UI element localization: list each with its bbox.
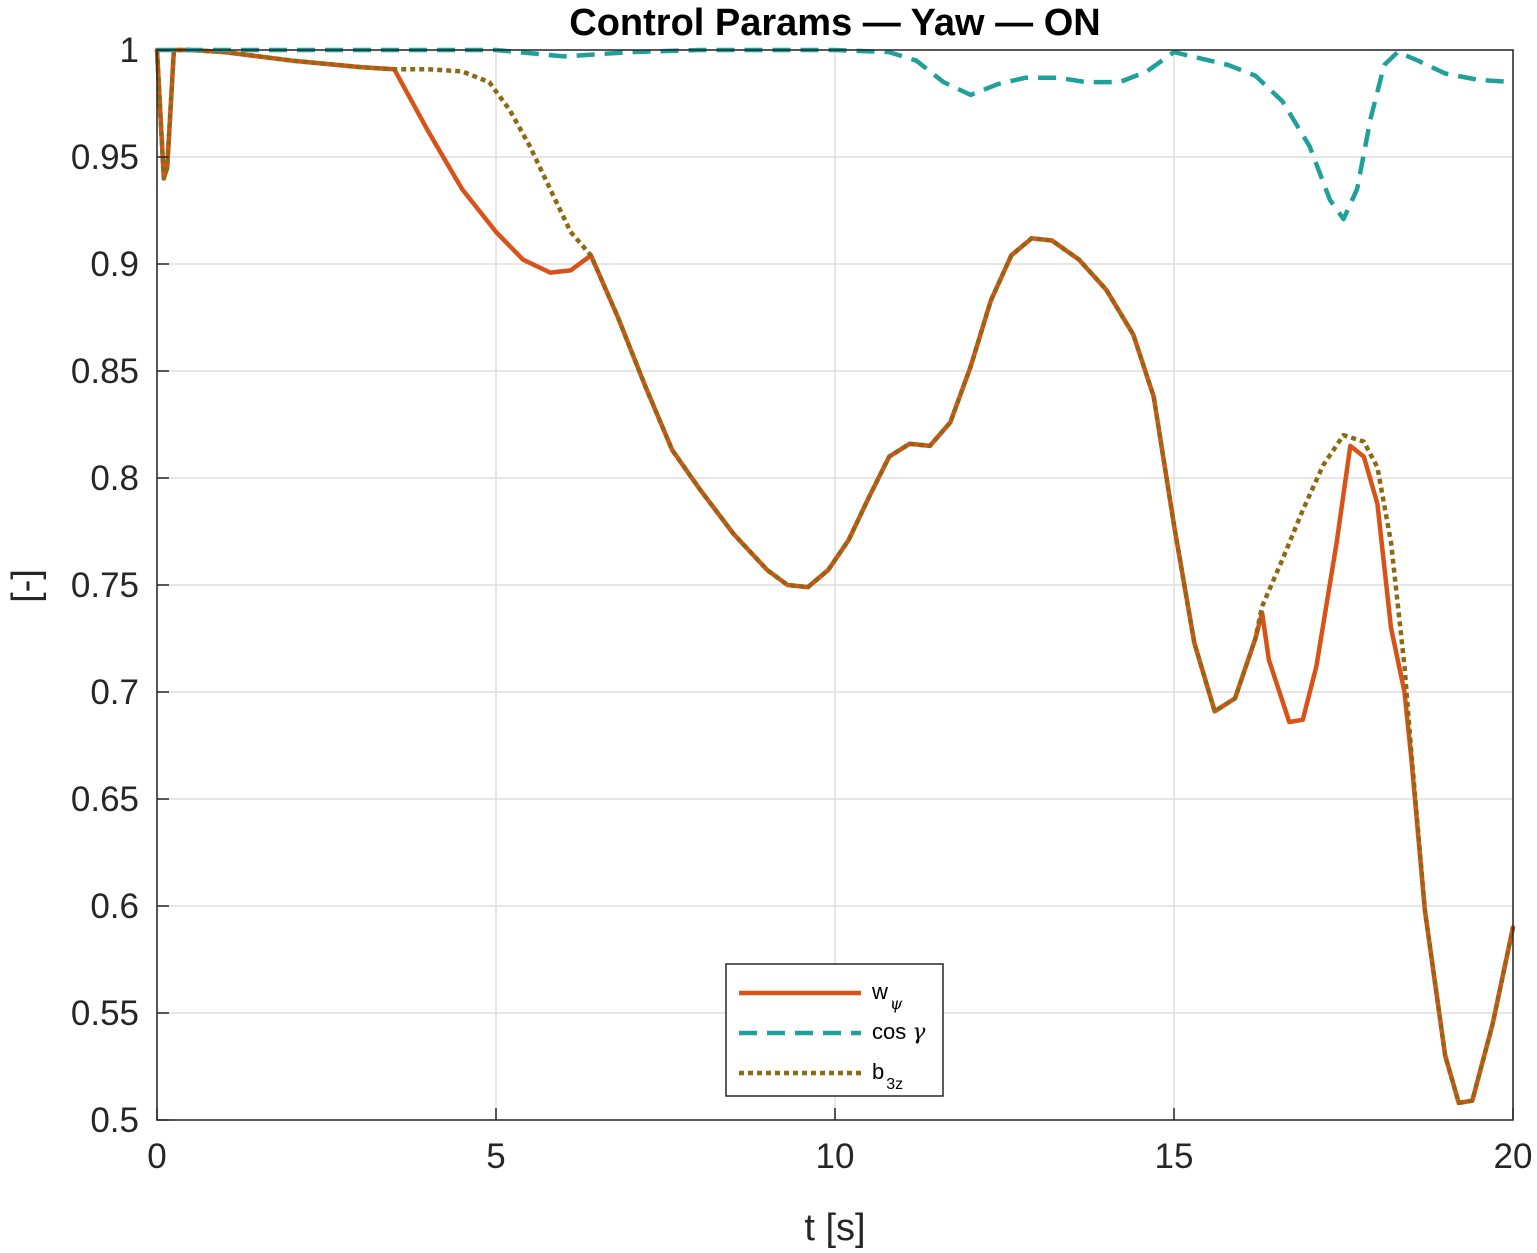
- legend-label-2: cos γ: [872, 1019, 926, 1045]
- chart-title: Control Params — Yaw — ON: [569, 2, 1100, 44]
- series-line-3: [154, 47, 1516, 1106]
- y-tick-label: 0.95: [71, 138, 139, 177]
- legend-label-sub: γ: [912, 1020, 926, 1045]
- y-axis-label: [-]: [5, 569, 47, 603]
- legend-label-main: w: [871, 979, 888, 1004]
- y-tick-label: 0.6: [90, 887, 139, 926]
- x-axis-label: t [s]: [804, 1207, 865, 1249]
- x-tick-label: 10: [816, 1137, 855, 1176]
- y-tick-label: 1: [120, 31, 139, 70]
- legend: w ψ cos γ b3z: [725, 963, 944, 1097]
- y-tick-label: 0.7: [90, 673, 139, 712]
- legend-label-main: b: [872, 1059, 884, 1084]
- x-tick-label: 15: [1155, 1137, 1194, 1176]
- legend-box: [725, 963, 944, 1097]
- x-tick-label: 0: [147, 1137, 166, 1176]
- y-tick-label: 0.75: [71, 566, 139, 605]
- y-tick-label: 0.8: [90, 459, 139, 498]
- y-tick-label: 0.85: [71, 352, 139, 391]
- axis-ticks: 0 5 10 15 20 0.5 0.55 0.6 0.65 0.7 0.75 0.8 0.85 0.9 0…: [71, 31, 1533, 1176]
- legend-label-sub: 3z: [886, 1076, 903, 1093]
- y-tick-label: 0.5: [90, 1101, 139, 1140]
- y-tick-label: 0.55: [71, 994, 139, 1033]
- x-tick-label: 5: [486, 1137, 505, 1176]
- y-tick-label: 0.65: [71, 780, 139, 819]
- legend-label-sub: ψ: [890, 994, 903, 1013]
- legend-label-main: cos: [872, 1019, 906, 1044]
- y-tick-label: 0.9: [90, 245, 139, 284]
- legend-label-3: b3z: [872, 1059, 903, 1093]
- x-tick-label: 20: [1494, 1137, 1533, 1176]
